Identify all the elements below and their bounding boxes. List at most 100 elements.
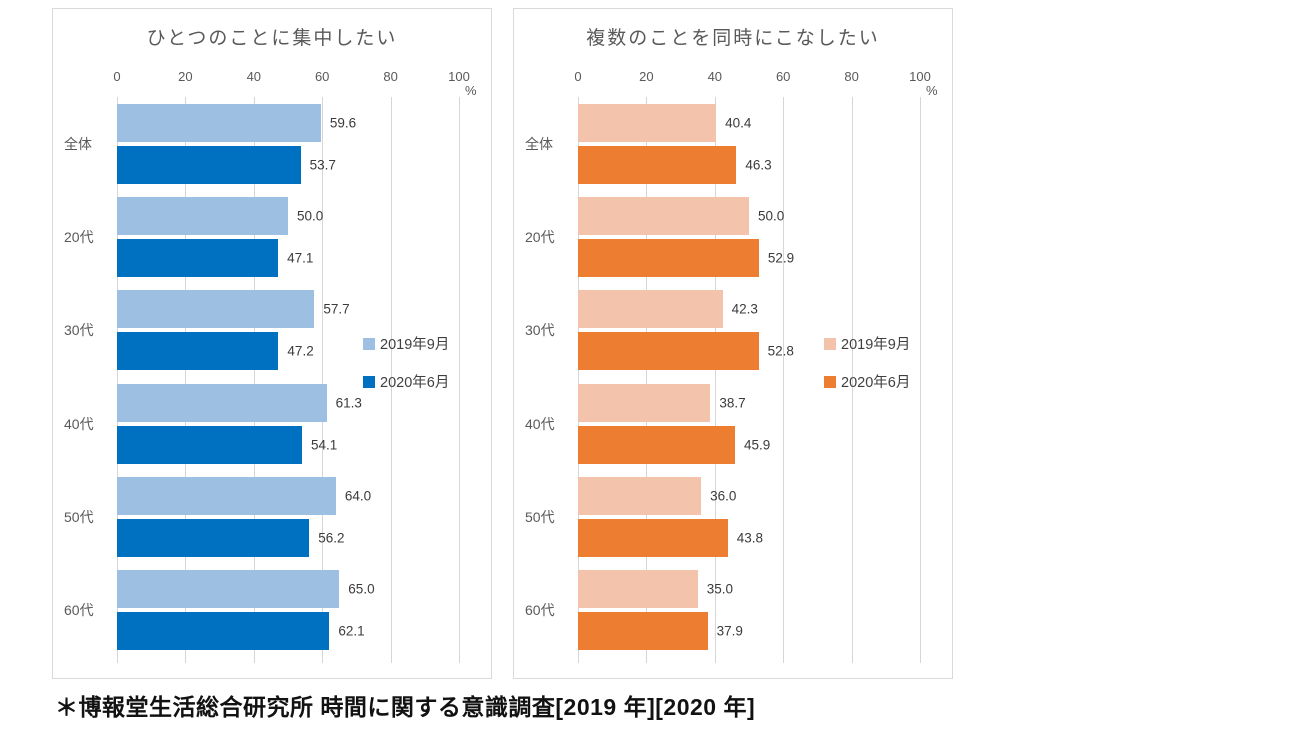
category-label: 30代 bbox=[64, 322, 94, 339]
gridline bbox=[578, 97, 579, 663]
bar-series-0: 57.7 bbox=[117, 290, 350, 329]
category-group: 全体 40.4 46.3 bbox=[525, 97, 920, 190]
value-label: 52.8 bbox=[767, 343, 794, 359]
legend-label: 2020年6月 bbox=[841, 375, 911, 391]
bar-series-0: 42.3 bbox=[578, 290, 758, 329]
x-axis-tick: 0 bbox=[574, 69, 582, 84]
bar-series-0: 64.0 bbox=[117, 476, 371, 515]
value-label: 45.9 bbox=[743, 437, 771, 453]
category-label: 30代 bbox=[525, 322, 555, 339]
value-label: 50.0 bbox=[758, 208, 785, 224]
chart-title: ひとつのことに集中したい bbox=[146, 28, 398, 49]
x-axis-tick: 20 bbox=[178, 69, 193, 84]
gridline bbox=[851, 97, 853, 663]
value-label: 46.3 bbox=[745, 157, 772, 173]
category-label: 40代 bbox=[525, 415, 555, 432]
bar-series-0: 40.4 bbox=[578, 103, 751, 142]
category-group: 60代 35.0 37.9 bbox=[525, 564, 920, 657]
bar-series-0: 50.0 bbox=[117, 196, 323, 235]
value-label: 53.7 bbox=[309, 157, 336, 173]
bar-series-0: 35.0 bbox=[578, 570, 733, 609]
category-label: 40代 bbox=[64, 415, 94, 432]
legend-item: 2019年9月 bbox=[824, 333, 910, 354]
value-label: 59.6 bbox=[329, 115, 357, 131]
bar-series-1: 47.2 bbox=[117, 332, 314, 371]
value-label: 64.0 bbox=[344, 488, 372, 504]
bar-series-1: 52.8 bbox=[578, 332, 794, 371]
x-axis-tick: 20 bbox=[639, 69, 654, 84]
gridline bbox=[322, 97, 324, 663]
category-label: 50代 bbox=[525, 508, 555, 525]
bar-series-0: 50.0 bbox=[578, 196, 784, 235]
bar-series-1: 52.9 bbox=[578, 238, 794, 277]
category-group: 30代 42.3 52.8 bbox=[525, 284, 920, 377]
x-axis-tick: 40 bbox=[246, 69, 262, 84]
category-label: 全体 bbox=[64, 135, 92, 152]
gridline bbox=[646, 97, 648, 663]
category-group: 40代 38.7 45.9 bbox=[525, 377, 920, 470]
x-axis: 0 20 40 60 80 100 bbox=[574, 69, 930, 87]
gridline bbox=[390, 97, 392, 663]
chart-panel-multitask: 複数のことを同時にこなしたい 0 20 40 60 80 100 % 全体 40.4 46.3… bbox=[513, 8, 953, 679]
value-label: 47.2 bbox=[287, 343, 314, 359]
bar-series-1: 37.9 bbox=[578, 612, 743, 651]
value-label: 56.2 bbox=[318, 530, 345, 546]
bar-series-1: 45.9 bbox=[578, 425, 770, 464]
x-axis-tick: 60 bbox=[314, 69, 330, 84]
x-axis-unit: % bbox=[465, 83, 477, 98]
legend-swatch-2020 bbox=[824, 375, 836, 388]
legend-item: 2020年6月 bbox=[363, 371, 449, 392]
category-group: 20代 50.0 52.9 bbox=[525, 190, 920, 283]
x-axis-tick: 100 bbox=[909, 69, 931, 84]
bar-series-0: 38.7 bbox=[578, 383, 746, 422]
legend-swatch-2020 bbox=[363, 375, 375, 388]
gridline bbox=[185, 97, 187, 663]
legend-label: 2019年9月 bbox=[841, 337, 911, 353]
gridline bbox=[117, 97, 118, 663]
category-label: 20代 bbox=[64, 228, 94, 245]
category-group: 40代 61.3 54.1 bbox=[64, 377, 459, 470]
source-footnote: ＊博報堂生活総合研究所 時間に関する意識調査[2019 年][2020 年] bbox=[55, 694, 756, 720]
legend-label: 2019年9月 bbox=[380, 337, 450, 353]
value-label: 62.1 bbox=[338, 623, 365, 639]
legend-swatch-2019 bbox=[363, 337, 375, 350]
value-label: 65.0 bbox=[348, 581, 375, 597]
legend-item: 2020年6月 bbox=[824, 371, 910, 392]
value-label: 38.7 bbox=[719, 395, 746, 411]
category-group: 30代 57.7 47.2 bbox=[64, 284, 459, 377]
bar-series-0: 65.0 bbox=[117, 570, 375, 609]
chart-panel-concentrate: ひとつのことに集中したい 0 20 40 60 80 100 % 全体 59.6 53.7 20… bbox=[52, 8, 492, 679]
legend: 2019年9月 2020年6月 bbox=[363, 333, 449, 392]
value-label: 40.4 bbox=[725, 115, 752, 131]
x-axis-tick: 100 bbox=[448, 69, 470, 84]
category-group: 50代 64.0 56.2 bbox=[64, 470, 459, 563]
bar-series-1: 62.1 bbox=[117, 612, 365, 651]
gridline bbox=[253, 97, 255, 663]
category-group: 50代 36.0 43.8 bbox=[525, 470, 920, 563]
bar-series-0: 36.0 bbox=[578, 476, 736, 515]
legend-swatch-2019 bbox=[824, 337, 836, 350]
bar-series-1: 43.8 bbox=[578, 518, 763, 557]
category-label: 20代 bbox=[525, 228, 555, 245]
value-label: 42.3 bbox=[731, 301, 758, 317]
value-label: 52.9 bbox=[767, 250, 795, 266]
x-axis: 0 20 40 60 80 100 bbox=[113, 69, 469, 87]
chart-title: 複数のことを同時にこなしたい bbox=[586, 28, 880, 49]
bar-series-0: 61.3 bbox=[117, 383, 362, 422]
legend-label: 2020年6月 bbox=[380, 375, 450, 391]
value-label: 36.0 bbox=[710, 488, 737, 504]
x-axis-tick: 80 bbox=[383, 69, 398, 84]
value-label: 54.1 bbox=[311, 437, 338, 453]
value-label: 43.8 bbox=[736, 530, 764, 546]
category-label: 全体 bbox=[525, 135, 553, 152]
value-label: 57.7 bbox=[323, 301, 350, 317]
x-axis-tick: 0 bbox=[113, 69, 121, 84]
category-group: 20代 50.0 47.1 bbox=[64, 190, 459, 283]
value-label: 35.0 bbox=[706, 581, 733, 597]
gridline bbox=[714, 97, 716, 663]
category-group: 60代 65.0 62.1 bbox=[64, 564, 459, 657]
value-label: 61.3 bbox=[335, 395, 362, 411]
gridline bbox=[920, 97, 921, 663]
value-label: 47.1 bbox=[287, 250, 314, 266]
